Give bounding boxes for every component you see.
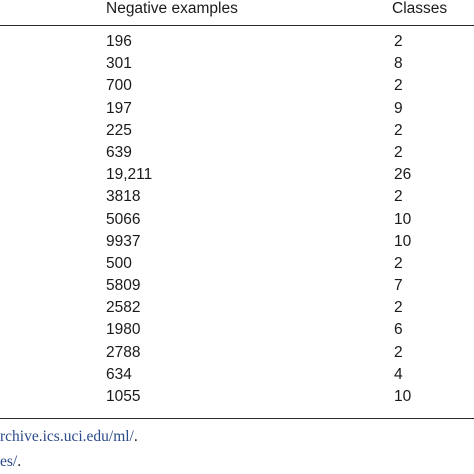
cell-classes: 2	[394, 299, 403, 317]
cell-negative-examples: 1055	[106, 388, 141, 405]
table-header-row: Negative examples Classes	[0, 0, 474, 22]
cell-negative-examples: 634	[106, 365, 132, 383]
cell-negative-examples: 1980	[106, 321, 141, 339]
table-row: 197 9	[0, 99, 474, 121]
cell-negative-examples: 197	[106, 99, 132, 117]
cell-classes: 2	[394, 121, 403, 139]
cell-classes: 2	[394, 77, 403, 95]
footnote-1-link[interactable]: rchive.ics.uci.edu/ml/	[0, 428, 134, 445]
table-row: 9937 10	[0, 232, 474, 254]
table-row: 634 4	[0, 365, 474, 387]
table-row: 2788 2	[0, 343, 474, 365]
header-divider	[0, 25, 474, 26]
table-row: 1980 6	[0, 320, 474, 342]
cell-negative-examples: 500	[106, 254, 132, 272]
cell-negative-examples: 19,211	[106, 166, 153, 184]
cell-negative-examples: 639	[106, 143, 132, 161]
cell-negative-examples: 700	[106, 77, 132, 95]
cell-classes: 8	[394, 55, 403, 73]
table-row: 5809 7	[0, 276, 474, 298]
cell-classes: 2	[394, 188, 403, 206]
cell-classes: 10	[394, 210, 412, 228]
table-row: 639 2	[0, 143, 474, 165]
cell-negative-examples: 5066	[106, 210, 141, 228]
header-negative-examples: Negative examples	[106, 0, 238, 17]
footnote-2-link[interactable]: es/	[0, 453, 18, 470]
table-row: 2582 2	[0, 298, 474, 320]
footnote-2-suffix: .	[17, 453, 22, 470]
header-classes: Classes	[392, 0, 448, 17]
cell-negative-examples: 225	[106, 121, 132, 139]
table-row: 225 2	[0, 121, 474, 143]
table-row: 500 2	[0, 254, 474, 276]
cell-negative-examples: 2582	[106, 299, 141, 317]
table-row: 196 2	[0, 32, 474, 54]
table-row: 700 2	[0, 76, 474, 98]
table-row: 1055 10	[0, 387, 474, 409]
table-row: 5066 10	[0, 210, 474, 232]
table-bottom-divider	[0, 418, 474, 419]
cell-classes: 9	[394, 99, 403, 117]
footnote-1: rchive.ics.uci.edu/ml/.	[0, 428, 138, 446]
table-row: 19,211 26	[0, 165, 474, 187]
cell-negative-examples: 9937	[106, 232, 141, 250]
cell-classes: 26	[394, 166, 412, 184]
cell-classes: 4	[394, 365, 403, 383]
cell-classes: 10	[394, 388, 412, 405]
cell-classes: 2	[394, 33, 403, 50]
cell-classes: 6	[394, 321, 403, 339]
cell-classes: 2	[394, 343, 403, 361]
footnote-2: es/.	[0, 453, 21, 471]
cell-classes: 2	[394, 143, 403, 161]
table-row: 301 8	[0, 54, 474, 76]
cell-classes: 10	[394, 232, 412, 250]
cell-classes: 7	[394, 277, 403, 295]
cell-negative-examples: 3818	[106, 188, 141, 206]
table-row: 3818 2	[0, 187, 474, 209]
cell-negative-examples: 5809	[106, 277, 141, 295]
footnote-1-suffix: .	[133, 428, 138, 445]
cell-negative-examples: 196	[106, 33, 132, 50]
cell-negative-examples: 2788	[106, 343, 141, 361]
table-body: 196 2 301 8 700 2 197 9 225 2 639 2 19,211 26 3818 2 506…	[0, 32, 474, 409]
cell-negative-examples: 301	[106, 55, 132, 73]
cell-classes: 2	[394, 254, 403, 272]
